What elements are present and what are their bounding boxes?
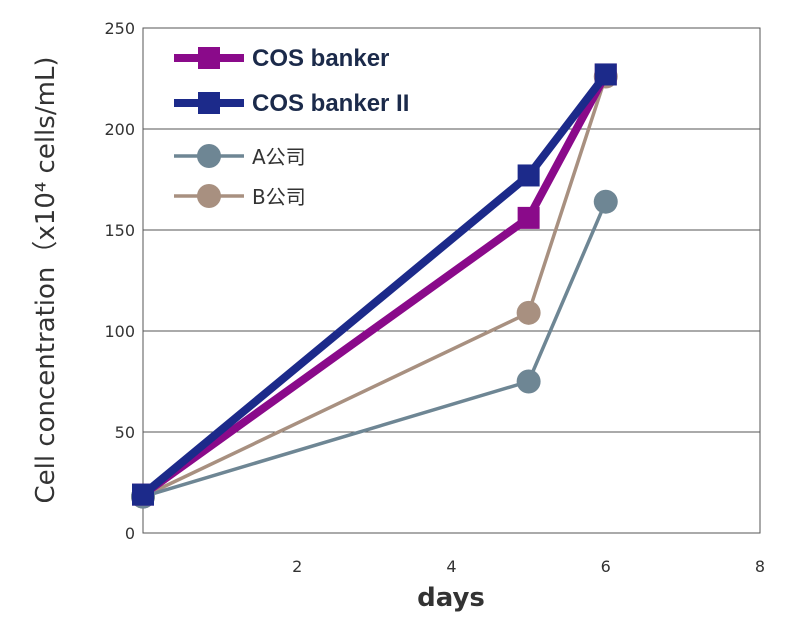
series-layer xyxy=(131,63,618,509)
y-tick-label: 200 xyxy=(104,120,135,139)
y-axis-ticks: 0 50 100 150 200 250 xyxy=(104,19,135,543)
grid-lines xyxy=(143,128,760,433)
legend-label: COS banker xyxy=(252,45,389,72)
legend-item-1: COS banker xyxy=(174,45,389,72)
data-point xyxy=(517,164,540,187)
data-point xyxy=(517,206,540,229)
data-point xyxy=(593,189,618,214)
legend: COS banker COS banker II A公司 B公司 xyxy=(174,45,409,209)
legend-marker xyxy=(197,144,221,168)
y-tick-label: 100 xyxy=(104,322,135,341)
x-axis-ticks: 2 4 6 8 xyxy=(292,557,765,576)
y-tick-label: 150 xyxy=(104,221,135,240)
legend-marker xyxy=(197,184,221,208)
x-tick-label: 6 xyxy=(601,557,611,576)
legend-label: A公司 xyxy=(252,145,306,169)
data-point xyxy=(594,63,617,86)
data-point xyxy=(132,483,154,506)
series-2 xyxy=(132,63,617,506)
legend-item-2: COS banker II xyxy=(174,90,409,117)
y-tick-label: 50 xyxy=(115,423,135,442)
legend-label: COS banker II xyxy=(252,90,409,117)
x-tick-label: 8 xyxy=(755,557,765,576)
y-axis-label: Cell concentration（x10⁴ cells/mL) xyxy=(31,56,61,503)
y-tick-label: 0 xyxy=(125,524,135,543)
series-3 xyxy=(131,189,618,509)
legend-marker xyxy=(198,47,220,69)
plot-frame xyxy=(142,27,761,534)
legend-item-4: B公司 xyxy=(174,184,306,209)
data-point xyxy=(516,300,541,325)
legend-item-3: A公司 xyxy=(174,144,306,169)
y-tick-label: 250 xyxy=(104,19,135,38)
data-point xyxy=(516,369,541,394)
legend-label: B公司 xyxy=(252,185,306,209)
x-axis-label: days xyxy=(417,583,485,613)
series-line xyxy=(142,201,608,499)
x-tick-label: 2 xyxy=(292,557,302,576)
legend-marker xyxy=(198,92,220,114)
x-tick-label: 4 xyxy=(446,557,456,576)
